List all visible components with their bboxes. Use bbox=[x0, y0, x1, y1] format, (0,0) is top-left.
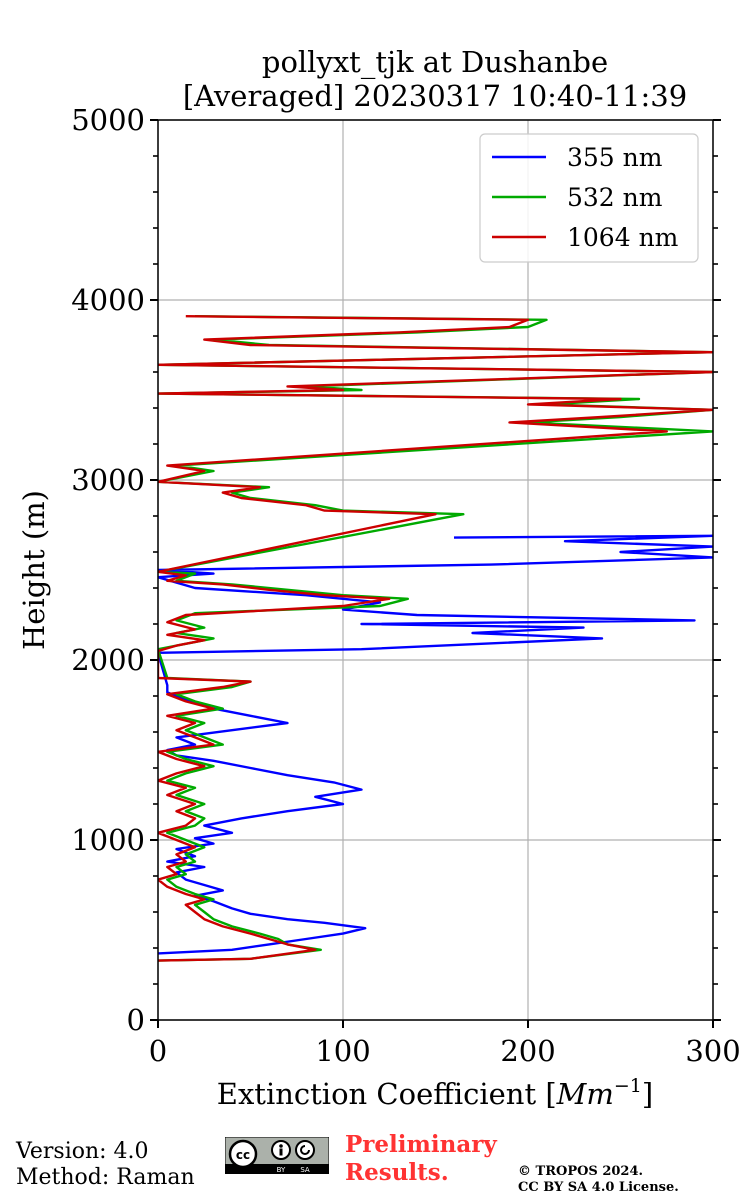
x-axis-label: Extinction Coefficient [Mm−1] bbox=[217, 1075, 653, 1111]
x-tick-label: 100 bbox=[315, 1034, 370, 1068]
version-text: Version: 4.0 bbox=[16, 1139, 149, 1164]
svg-text:cc: cc bbox=[236, 1148, 250, 1162]
footer-info: Version: 4.0 Method: Raman bbox=[16, 1139, 195, 1191]
legend-label-355: 355 nm bbox=[567, 143, 663, 172]
preliminary-line1: Preliminary bbox=[345, 1131, 497, 1158]
preliminary-results-note: Preliminary Results. bbox=[345, 1131, 497, 1187]
method-text: Method: Raman bbox=[16, 1165, 195, 1190]
legend-label-532: 532 nm bbox=[567, 183, 663, 212]
y-tick-label: 5000 bbox=[71, 103, 145, 137]
cc-license-badge: cc BY SA bbox=[225, 1137, 329, 1174]
axis-ticks bbox=[150, 119, 721, 1028]
cc-icon bbox=[228, 1139, 258, 1169]
legend-label-1064: 1064 nm bbox=[567, 223, 679, 252]
x-tick-label: 300 bbox=[685, 1034, 740, 1068]
x-tick-labels: 0 100 200 300 bbox=[149, 1034, 741, 1068]
chart-title-line2: [Averaged] 20230317 10:40-11:39 bbox=[183, 79, 687, 113]
svg-text:SA: SA bbox=[300, 1166, 310, 1174]
y-tick-label: 3000 bbox=[71, 463, 145, 497]
plot-frame bbox=[157, 119, 714, 1021]
y-tick-label: 4000 bbox=[71, 283, 145, 317]
svg-text:BY: BY bbox=[277, 1166, 286, 1174]
y-tick-label: 2000 bbox=[71, 643, 145, 677]
chart-title-line1: pollyxt_tjk at Dushanbe bbox=[262, 45, 608, 80]
preliminary-line2: Results. bbox=[345, 1159, 449, 1186]
series-line-532-nm bbox=[158, 315, 713, 962]
series-line-355-nm bbox=[158, 534, 713, 955]
legend-box bbox=[479, 133, 699, 263]
copyright-line1: © TROPOS 2024. bbox=[518, 1164, 644, 1179]
legend: 355 nm 532 nm 1064 nm bbox=[479, 133, 699, 263]
x-tick-label: 0 bbox=[149, 1034, 167, 1068]
y-tick-label: 0 bbox=[127, 1003, 145, 1037]
x-tick-label: 200 bbox=[500, 1034, 555, 1068]
sa-icon bbox=[295, 1140, 315, 1160]
extinction-chart: pollyxt_tjk at Dushanbe [Averaged] 20230… bbox=[17, 45, 741, 1111]
series-layer bbox=[158, 315, 713, 962]
y-tick-labels: 0 1000 2000 3000 4000 5000 bbox=[71, 103, 145, 1037]
y-axis-label: Height (m) bbox=[17, 490, 51, 650]
copyright-line2: CC BY SA 4.0 License. bbox=[518, 1180, 679, 1195]
copyright-note: © TROPOS 2024. CC BY SA 4.0 License. bbox=[518, 1164, 679, 1196]
y-tick-label: 1000 bbox=[71, 823, 145, 857]
series-line-1064-nm bbox=[158, 315, 713, 962]
